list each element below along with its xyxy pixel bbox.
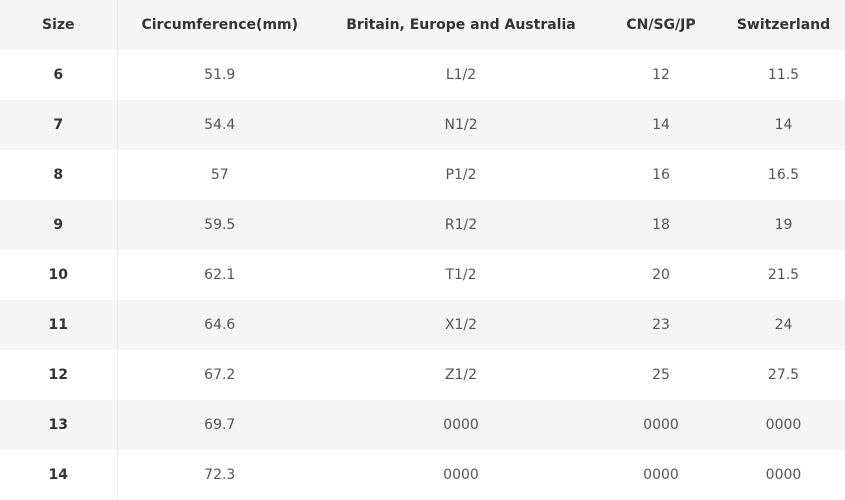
table-cell: 25 [652, 367, 670, 383]
table-cell: 0000 [443, 417, 479, 433]
table-cell: 6 [0, 50, 118, 100]
table-cell: 24 [774, 317, 793, 333]
header-cell: Switzerland [736, 17, 831, 33]
table-cell: T1/2 [445, 267, 477, 283]
header-cell: Britain, Europe and Australia [346, 17, 576, 33]
table-cell: 51.9 [204, 67, 236, 83]
table-cell: 7 [0, 100, 118, 150]
table-row: 14 72.3 0000 0000 0000 [0, 450, 845, 500]
table-cell: L1/2 [445, 67, 477, 83]
table-cell: 21.5 [767, 267, 800, 283]
table-cell: 14 [774, 117, 793, 133]
table-cell: 0000 [765, 467, 802, 483]
table-row: 7 54.4 N1/2 14 14 [0, 100, 845, 150]
header-row: Size Circumference(mm) Britain, Europe and… [0, 0, 845, 50]
header-cell: CN/SG/JP [626, 17, 696, 33]
table-cell: 11.5 [767, 67, 800, 83]
table-cell: 0000 [765, 417, 802, 433]
table-cell: N1/2 [444, 117, 478, 133]
table-cell: 0000 [643, 467, 679, 483]
table-cell: 27.5 [767, 367, 800, 383]
table-cell: 18 [652, 217, 670, 233]
table-cell: Z1/2 [444, 367, 478, 383]
table-cell: 64.6 [204, 317, 236, 333]
table-cell: 19 [774, 217, 793, 233]
table-cell: 59.5 [204, 217, 236, 233]
table-cell: 67.2 [204, 367, 236, 383]
table-cell: 16 [652, 167, 670, 183]
table-cell: 10 [0, 250, 118, 300]
table-cell: 8 [0, 150, 118, 200]
table-row: 13 69.7 0000 0000 0000 [0, 400, 845, 450]
header-cell: Circumference(mm) [141, 17, 299, 33]
table-cell: 72.3 [204, 467, 236, 483]
table-cell: 57 [210, 167, 229, 183]
table-cell: 16.5 [767, 167, 800, 183]
table-row: 9 59.5 R1/2 18 19 [0, 200, 845, 250]
table-cell: 14 [0, 450, 118, 500]
table-cell: 14 [652, 117, 670, 133]
table-cell: 62.1 [204, 267, 236, 283]
table-cell: 0000 [443, 467, 479, 483]
table-row: 10 62.1 T1/2 20 21.5 [0, 250, 845, 300]
table-cell: X1/2 [444, 317, 478, 333]
header-cell: Size [0, 0, 118, 50]
table-row: 6 51.9 L1/2 12 11.5 [0, 50, 845, 100]
table-cell: 12 [652, 67, 670, 83]
table-cell: 11 [0, 300, 118, 350]
table-cell: 69.7 [204, 417, 236, 433]
table-row: 12 67.2 Z1/2 25 27.5 [0, 350, 845, 400]
table-cell: 54.4 [204, 117, 236, 133]
table-cell: 0000 [643, 417, 679, 433]
table-cell: 23 [652, 317, 670, 333]
table-cell: 12 [0, 350, 118, 400]
table-cell: 13 [0, 400, 118, 450]
table-cell: 20 [652, 267, 670, 283]
table-cell: 9 [0, 200, 118, 250]
table-cell: P1/2 [445, 167, 477, 183]
table-cell: R1/2 [444, 217, 478, 233]
table-row: 8 57 P1/2 16 16.5 [0, 150, 845, 200]
table-row: 11 64.6 X1/2 23 24 [0, 300, 845, 350]
